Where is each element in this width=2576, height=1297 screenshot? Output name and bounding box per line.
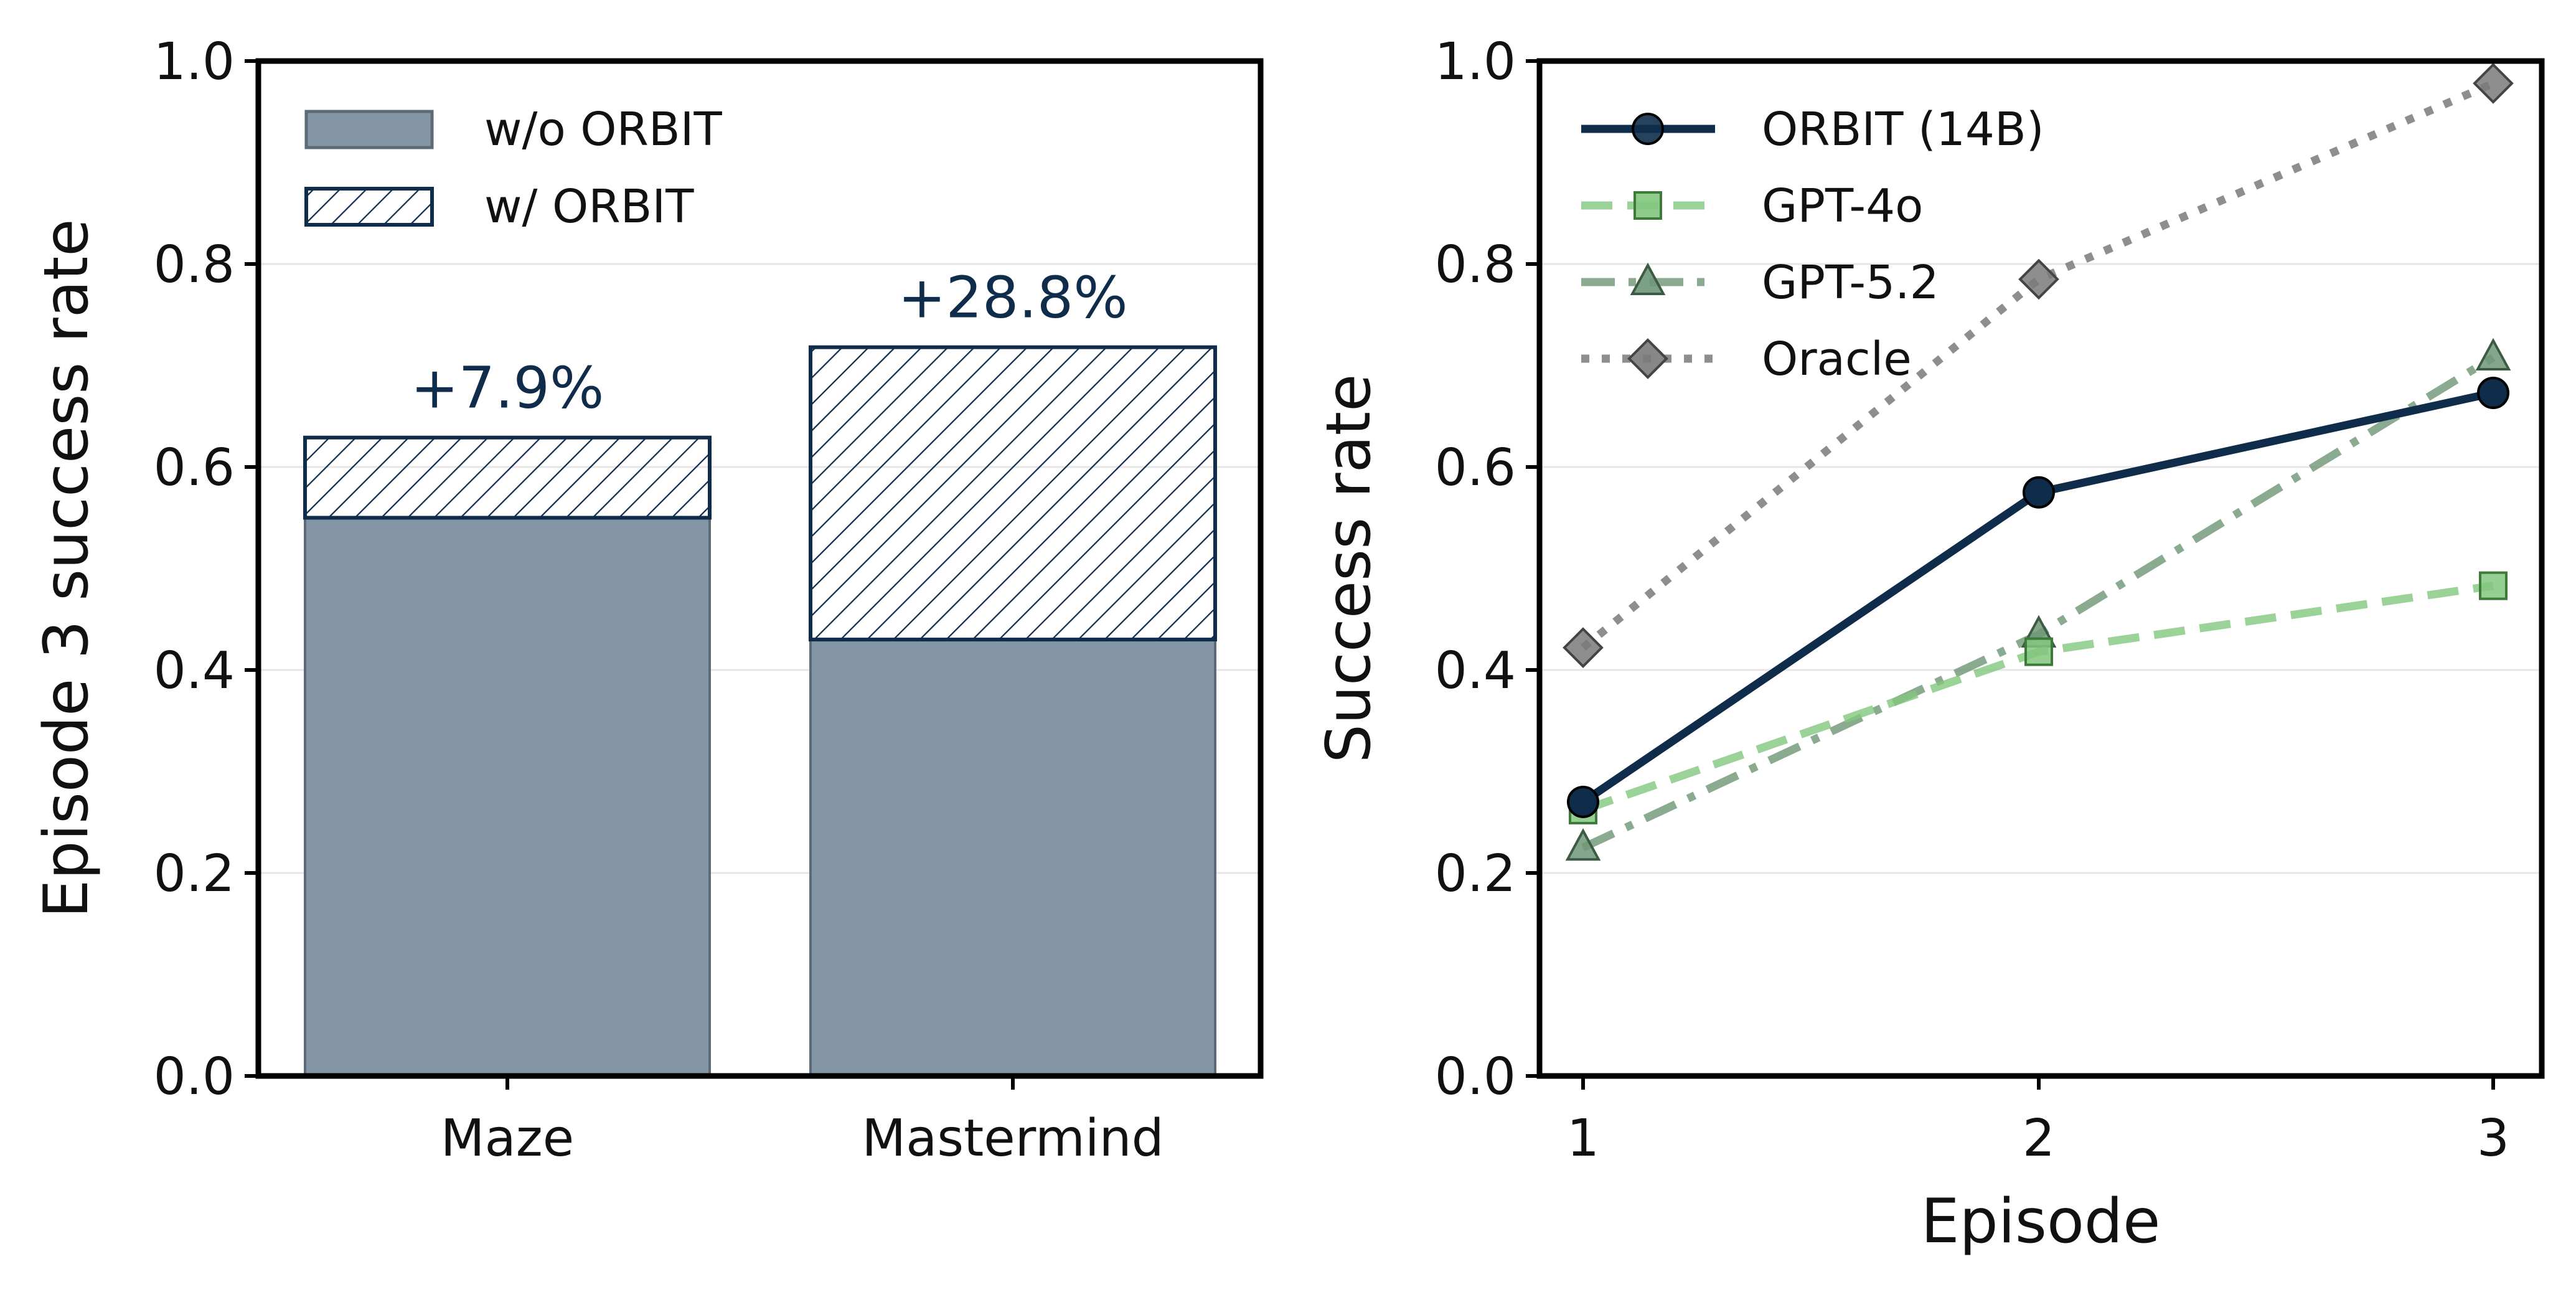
right-y-axis: 0.0 0.2 0.4 0.6 0.8 1.0 [1435, 32, 1539, 1106]
right-x-tick-label: 2 [2023, 1109, 2055, 1168]
right-y-tick-label: 0.0 [1435, 1047, 1516, 1106]
legend-marker-gpt-4o [1634, 191, 1662, 220]
legend-swatch-with-orbit [304, 187, 434, 227]
series-line-oracle [1580, 79, 2495, 651]
bar-without-orbit [809, 638, 1216, 1077]
left-y-axis-label: Episode 3 success rate [31, 219, 102, 918]
legend-label-oracle: Oracle [1762, 333, 1912, 386]
legend-label-without-orbit: w/o ORBIT [484, 103, 723, 156]
left-y-axis: 0.0 0.2 0.4 0.6 0.8 1.0 [154, 32, 258, 1106]
left-x-tick-label: Maze [441, 1109, 575, 1168]
right-x-tick-label: 1 [1567, 1109, 1599, 1168]
right-y-tick-label: 0.4 [1435, 641, 1516, 700]
gain-annotation: +28.8% [898, 265, 1127, 331]
right-y-tick-label: 0.6 [1435, 438, 1516, 498]
left-y-tick-label: 0.2 [154, 844, 235, 903]
right-legend: ORBIT (14B) GPT-4o GPT-5.2 Oracle [1581, 103, 2044, 386]
legend-label-with-orbit: w/ ORBIT [484, 180, 694, 233]
bar-with-orbit [303, 435, 712, 520]
right-y-axis-label: Success rate [1314, 374, 1384, 763]
legend-label-gpt-5-2: GPT-5.2 [1762, 256, 1939, 309]
series-line-orbit-14b [1581, 389, 2494, 806]
left-chart-panel: +7.9% +28.8% w/o ORBIT w/ ORBIT 0.0 0.2 0.4… [31, 32, 1264, 1168]
data-point-orbit-14b [2023, 476, 2055, 509]
gain-annotation: +7.9% [411, 355, 604, 422]
right-y-tick-label: 1.0 [1435, 32, 1516, 92]
right-axes-frame [1536, 58, 2545, 1079]
right-chart-panel: ORBIT (14B) GPT-4o GPT-5.2 Oracle 0.0 0.2 0.4… [1314, 32, 2545, 1257]
right-y-tick-label: 0.8 [1435, 235, 1516, 295]
bar-without-orbit [304, 516, 711, 1077]
left-y-tick-label: 0.8 [154, 235, 235, 295]
data-point-gpt-4o [2479, 571, 2508, 600]
data-point-orbit-14b [2477, 377, 2509, 410]
legend-marker-gpt-5-2 [1630, 262, 1666, 295]
left-y-tick-label: 0.0 [154, 1047, 235, 1106]
left-legend: w/o ORBIT w/ ORBIT [304, 103, 723, 233]
right-x-axis: 1 2 3 [1567, 1076, 2509, 1168]
left-y-tick-label: 1.0 [154, 32, 235, 92]
data-point-oracle [1563, 627, 1604, 668]
data-point-oracle [2473, 63, 2514, 104]
bar-with-orbit [809, 345, 1217, 642]
data-point-gpt-5-2 [1565, 828, 1601, 861]
left-x-tick-label: Mastermind [862, 1109, 1163, 1168]
legend-label-gpt-4o: GPT-4o [1762, 179, 1923, 233]
left-annotations: +7.9% +28.8% [411, 265, 1128, 422]
data-point-oracle [2018, 258, 2059, 300]
right-y-tick-label: 0.2 [1435, 844, 1516, 903]
data-point-orbit-14b [1567, 785, 1599, 818]
right-lines [1563, 63, 2514, 861]
left-x-axis: Maze Mastermind [441, 1076, 1164, 1168]
left-bars [303, 345, 1217, 1077]
right-x-tick-label: 3 [2477, 1109, 2509, 1168]
left-axes-frame [255, 58, 1264, 1079]
legend-marker-oracle [1627, 338, 1668, 379]
right-x-axis-label: Episode [1921, 1186, 2161, 1257]
data-point-gpt-5-2 [2475, 337, 2511, 370]
legend-swatch-without-orbit [304, 110, 434, 149]
legend-marker-orbit-14b [1632, 113, 1664, 145]
data-point-gpt-4o [2024, 637, 2053, 666]
legend-label-orbit-14b: ORBIT (14B) [1762, 103, 2044, 156]
left-y-tick-label: 0.4 [154, 641, 235, 700]
left-y-tick-label: 0.6 [154, 438, 235, 498]
